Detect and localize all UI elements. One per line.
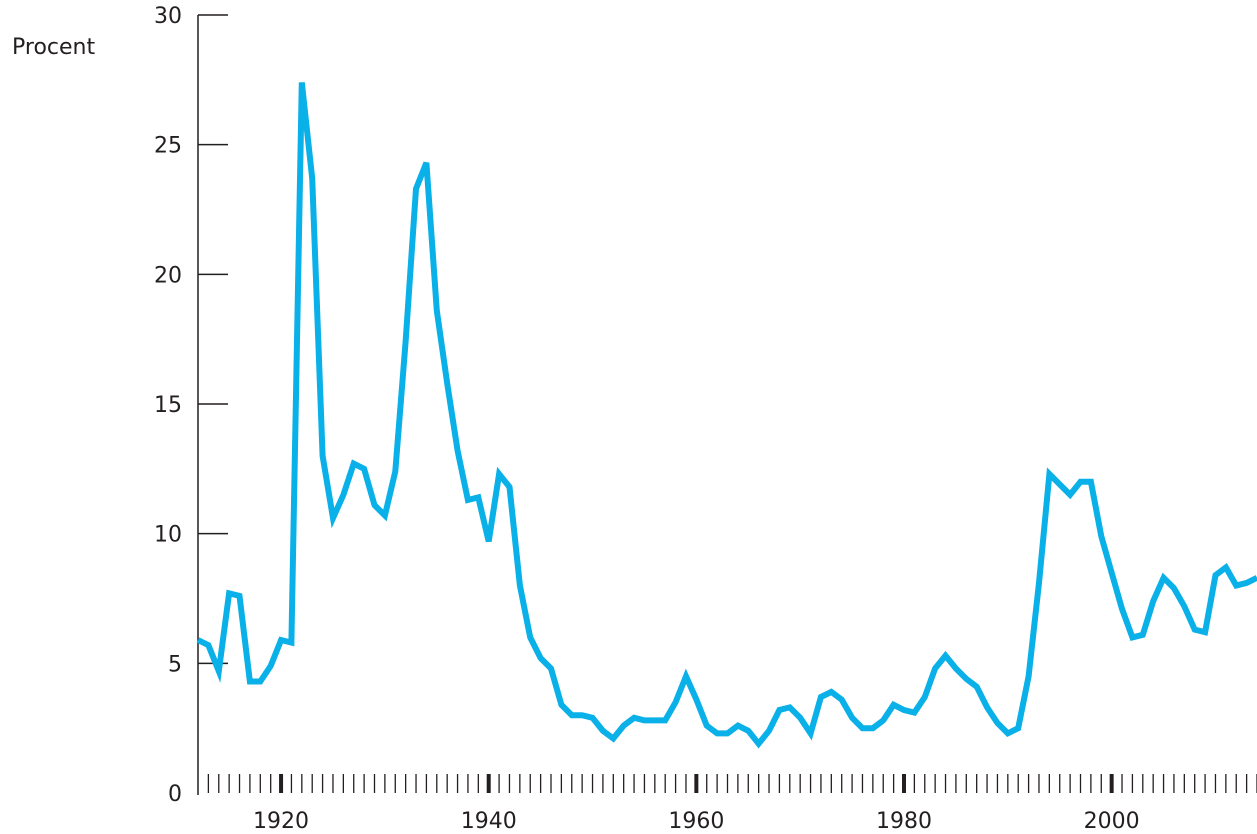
y-tick-label: 10 [154,523,182,548]
x-tick-label: 1920 [253,809,309,834]
y-tick-label: 0 [168,782,182,807]
x-tick-label: 1960 [668,809,724,834]
y-tick-label: 25 [154,134,182,159]
y-axis: 0 5 10 15 20 25 30 [154,4,228,807]
y-tick-label: 5 [168,652,182,677]
y-axis-label: Procent [12,35,95,60]
x-tick-label: 2000 [1084,809,1140,834]
y-tick-label: 20 [154,263,182,288]
y-tick-label: 15 [154,393,182,418]
x-tick-label: 1980 [876,809,932,834]
x-axis: 1920 1940 1960 1980 2000 [207,774,1257,834]
series-line [196,82,1257,749]
series-layer [196,82,1257,749]
y-tick-label: 30 [154,4,182,29]
x-tick-label: 1940 [461,809,517,834]
